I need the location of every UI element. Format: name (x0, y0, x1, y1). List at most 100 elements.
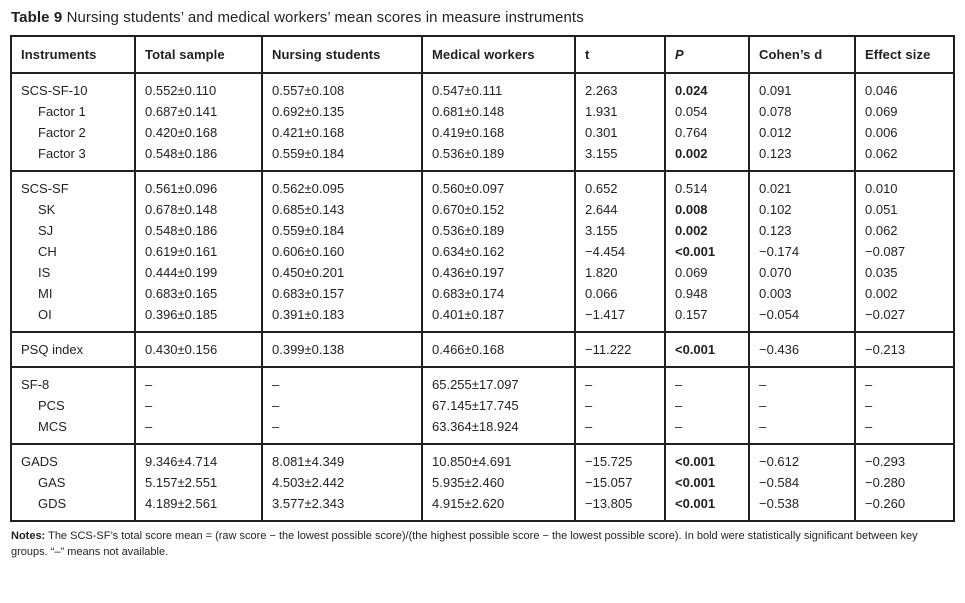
table-row: SCS-SF-10 0.552±0.110 0.557±0.108 0.547±0.1… (10, 73, 955, 101)
table-row: SK 0.678±0.148 0.685±0.143 0.670±0.152 2.644… (10, 199, 955, 220)
column-header: P (664, 35, 750, 74)
row-label: GADS (10, 444, 136, 472)
row-label: IS (10, 262, 136, 283)
cell: 0.681±0.148 (421, 101, 576, 122)
cell: 0.051 (854, 199, 955, 220)
cell: 0.062 (854, 220, 955, 241)
cell: 0.548±0.186 (134, 143, 263, 171)
row-label: MCS (10, 416, 136, 444)
table-row: SF-8– –65.255±17.097– – – – (10, 367, 955, 395)
cell: 0.391±0.183 (261, 304, 423, 332)
row-label: Factor 2 (10, 122, 136, 143)
cell: 0.536±0.189 (421, 220, 576, 241)
row-label: SK (10, 199, 136, 220)
cell: 0.634±0.162 (421, 241, 576, 262)
cell: 0.560±0.097 (421, 171, 576, 199)
cell: −0.584 (748, 472, 856, 493)
cell: – (261, 395, 423, 416)
cell: 0.006 (854, 122, 955, 143)
row-group: GADS 9.346±4.714 8.081±4.349 10.850±4.691 −1… (10, 444, 955, 521)
cell: 0.436±0.197 (421, 262, 576, 283)
cell: −1.417 (574, 304, 666, 332)
cell: – (854, 416, 955, 444)
cell: 5.935±2.460 (421, 472, 576, 493)
cell: −0.087 (854, 241, 955, 262)
column-header: Effect size (854, 35, 955, 74)
cell: – (574, 416, 666, 444)
row-label: CH (10, 241, 136, 262)
table-row: GAS 5.157±2.551 4.503±2.442 5.935±2.460 −15.… (10, 472, 955, 493)
cell: 4.915±2.620 (421, 493, 576, 521)
table-row: GADS 9.346±4.714 8.081±4.349 10.850±4.691 −1… (10, 444, 955, 472)
cell: – (574, 395, 666, 416)
results-table: Instruments Total sample Nursing students M… (10, 35, 955, 522)
cell: −0.280 (854, 472, 955, 493)
cell: 0.450±0.201 (261, 262, 423, 283)
row-label: SCS-SF-10 (10, 73, 136, 101)
cell: 0.102 (748, 199, 856, 220)
column-header: Instruments (10, 35, 136, 74)
cell: 10.850±4.691 (421, 444, 576, 472)
cell: 0.062 (854, 143, 955, 171)
page: Table 9 Nursing students’ and medical wo… (10, 8, 955, 560)
cell: 3.577±2.343 (261, 493, 423, 521)
cell: <0.001 (664, 493, 750, 521)
table-notes: Notes: The SCS-SF’s total score mean = (… (11, 528, 954, 560)
cell: 0.692±0.135 (261, 101, 423, 122)
cell: – (854, 367, 955, 395)
column-header: Medical workers (421, 35, 576, 74)
cell: 0.066 (574, 283, 666, 304)
table-header: Instruments Total sample Nursing students M… (10, 35, 955, 74)
cell: – (664, 395, 750, 416)
cell: <0.001 (664, 241, 750, 262)
cell: 0.396±0.185 (134, 304, 263, 332)
cell: 0.561±0.096 (134, 171, 263, 199)
cell: 0.421±0.168 (261, 122, 423, 143)
row-label: Factor 1 (10, 101, 136, 122)
table-row: Factor 2 0.420±0.168 0.421±0.168 0.419±0.16… (10, 122, 955, 143)
cell: 1.931 (574, 101, 666, 122)
cell: 0.046 (854, 73, 955, 101)
cell: −0.436 (748, 332, 856, 367)
row-label: PCS (10, 395, 136, 416)
cell: 0.562±0.095 (261, 171, 423, 199)
cell: 0.687±0.141 (134, 101, 263, 122)
row-label: GDS (10, 493, 136, 521)
cell: −0.054 (748, 304, 856, 332)
cell: 0.002 (854, 283, 955, 304)
cell: – (134, 367, 263, 395)
cell: −0.174 (748, 241, 856, 262)
column-header: Nursing students (261, 35, 423, 74)
cell: 0.444±0.199 (134, 262, 263, 283)
cell: – (748, 416, 856, 444)
notes-text: The SCS-SF’s total score mean = (raw sco… (11, 530, 918, 558)
row-group: SCS-SF 0.561±0.096 0.562±0.095 0.560±0.097 0… (10, 171, 955, 332)
cell: −0.538 (748, 493, 856, 521)
cell: 4.503±2.442 (261, 472, 423, 493)
cell: 0.070 (748, 262, 856, 283)
cell: – (134, 416, 263, 444)
cell: −0.027 (854, 304, 955, 332)
cell: −0.260 (854, 493, 955, 521)
cell: 0.012 (748, 122, 856, 143)
header-row: Instruments Total sample Nursing students M… (10, 35, 955, 74)
cell: 0.683±0.165 (134, 283, 263, 304)
table-title: Table 9 Nursing students’ and medical wo… (11, 8, 955, 28)
table-row: Factor 3 0.548±0.186 0.559±0.184 0.536±0.18… (10, 143, 955, 171)
cell: 0.091 (748, 73, 856, 101)
cell: 0.008 (664, 199, 750, 220)
table-row: PCS – –67.145±17.745– – – – (10, 395, 955, 416)
table-row: MI 0.683±0.165 0.683±0.157 0.683±0.174 0.066… (10, 283, 955, 304)
cell: 3.155 (574, 220, 666, 241)
cell: −0.612 (748, 444, 856, 472)
cell: 0.301 (574, 122, 666, 143)
cell: 0.024 (664, 73, 750, 101)
cell: 0.536±0.189 (421, 143, 576, 171)
cell: 0.021 (748, 171, 856, 199)
cell: – (854, 395, 955, 416)
cell: – (574, 367, 666, 395)
column-header: t (574, 35, 666, 74)
cell: – (664, 367, 750, 395)
cell: 63.364±18.924 (421, 416, 576, 444)
cell: 0.401±0.187 (421, 304, 576, 332)
